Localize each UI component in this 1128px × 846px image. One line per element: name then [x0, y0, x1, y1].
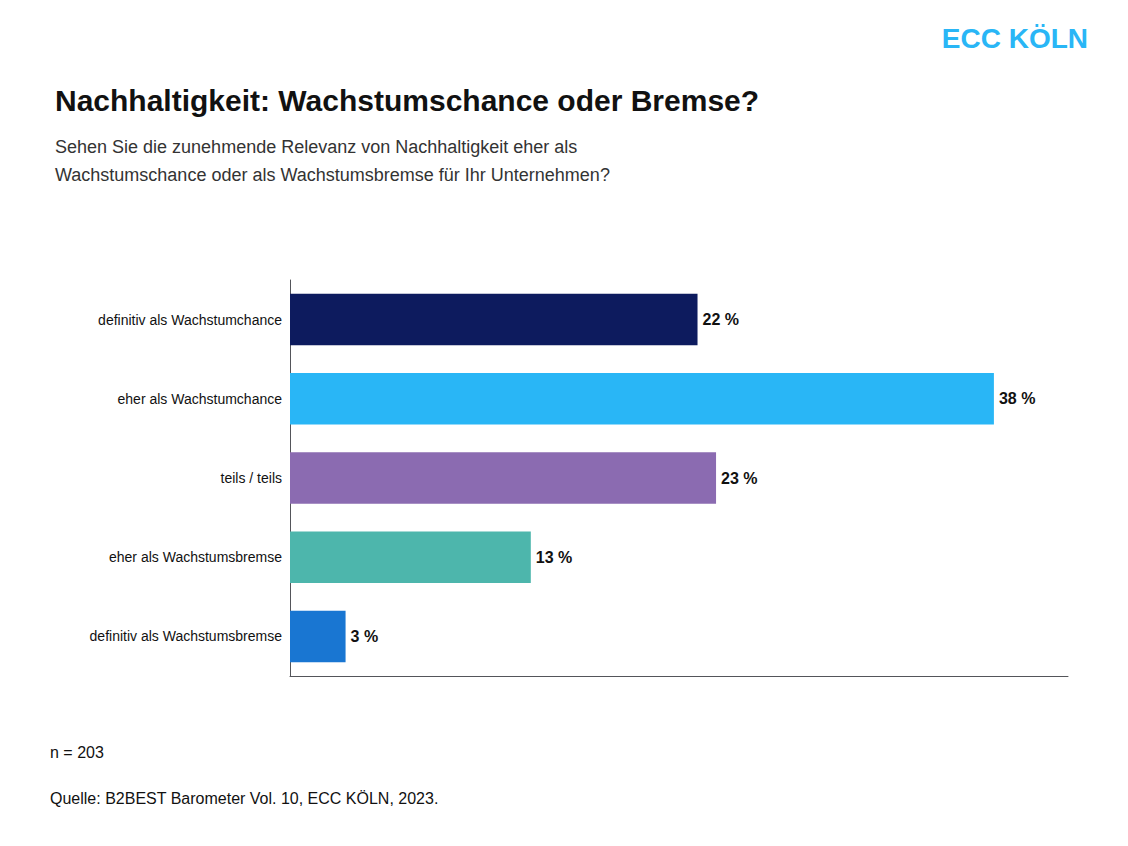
svg-text:Nachhaltigkeit: Wachstumschanc: Nachhaltigkeit: Wachstumschance oder Bre…: [55, 84, 759, 117]
svg-text:Wachstumschance oder als Wachs: Wachstumschance oder als Wachstumsbremse…: [55, 165, 610, 185]
svg-text:13 %: 13 %: [536, 549, 572, 566]
svg-text:definitiv als Wachstumchance: definitiv als Wachstumchance: [98, 312, 282, 328]
svg-text:definitiv als Wachstumsbremse: definitiv als Wachstumsbremse: [90, 628, 283, 644]
svg-text:ECC KÖLN: ECC KÖLN: [942, 23, 1088, 54]
svg-text:23 %: 23 %: [721, 470, 757, 487]
svg-text:n = 203: n = 203: [50, 744, 104, 761]
svg-text:Quelle: B2BEST Barometer Vol.: Quelle: B2BEST Barometer Vol. 10, ECC KÖ…: [50, 790, 438, 807]
svg-text:38 %: 38 %: [999, 390, 1035, 407]
svg-text:teils / teils: teils / teils: [221, 470, 282, 486]
svg-text:eher als Wachstumchance: eher als Wachstumchance: [118, 391, 283, 407]
svg-text:eher als Wachstumsbremse: eher als Wachstumsbremse: [109, 549, 282, 565]
svg-text:Sehen Sie die zunehmende Relev: Sehen Sie die zunehmende Relevanz von Na…: [55, 137, 577, 157]
svg-text:3 %: 3 %: [351, 628, 379, 645]
svg-text:22 %: 22 %: [703, 311, 739, 328]
